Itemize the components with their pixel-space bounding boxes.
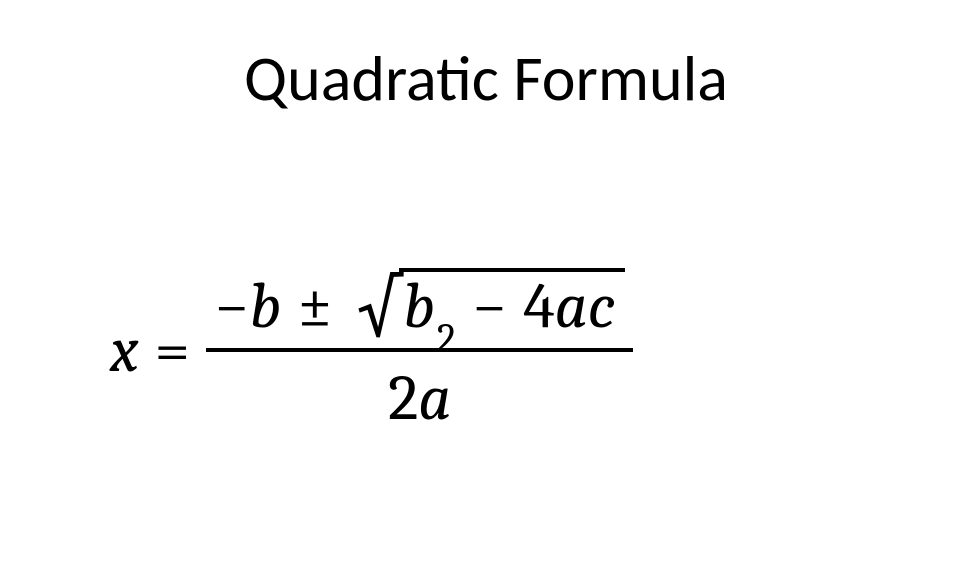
radicand: b2 − 4 a c — [399, 268, 625, 338]
page-title: Quadratic Formula — [0, 40, 972, 118]
formula-lhs: x = — [110, 313, 206, 387]
var-x: x — [110, 313, 139, 387]
denominator: 2 a — [380, 352, 459, 430]
const-2: 2 — [388, 366, 418, 430]
var-b2: b — [403, 274, 435, 338]
const-4: 4 — [523, 274, 555, 338]
radical-icon: √ — [357, 276, 402, 344]
quadratic-formula: x = − b ± √ b2 − 4 a c — [110, 270, 633, 430]
equals-sign: = — [155, 313, 190, 387]
plus-minus: ± — [297, 274, 332, 338]
numerator: − b ± √ b2 − 4 a c — [206, 270, 633, 348]
neg-sign: − — [214, 274, 249, 338]
var-a: a — [555, 274, 588, 338]
var-a-den: a — [418, 366, 451, 430]
var-c: c — [588, 274, 616, 338]
minus-sign: − — [472, 274, 507, 338]
square-root: √ b2 − 4 a c — [353, 270, 626, 338]
fraction: − b ± √ b2 − 4 a c 2 a — [206, 270, 633, 430]
var-b: b — [249, 274, 281, 338]
